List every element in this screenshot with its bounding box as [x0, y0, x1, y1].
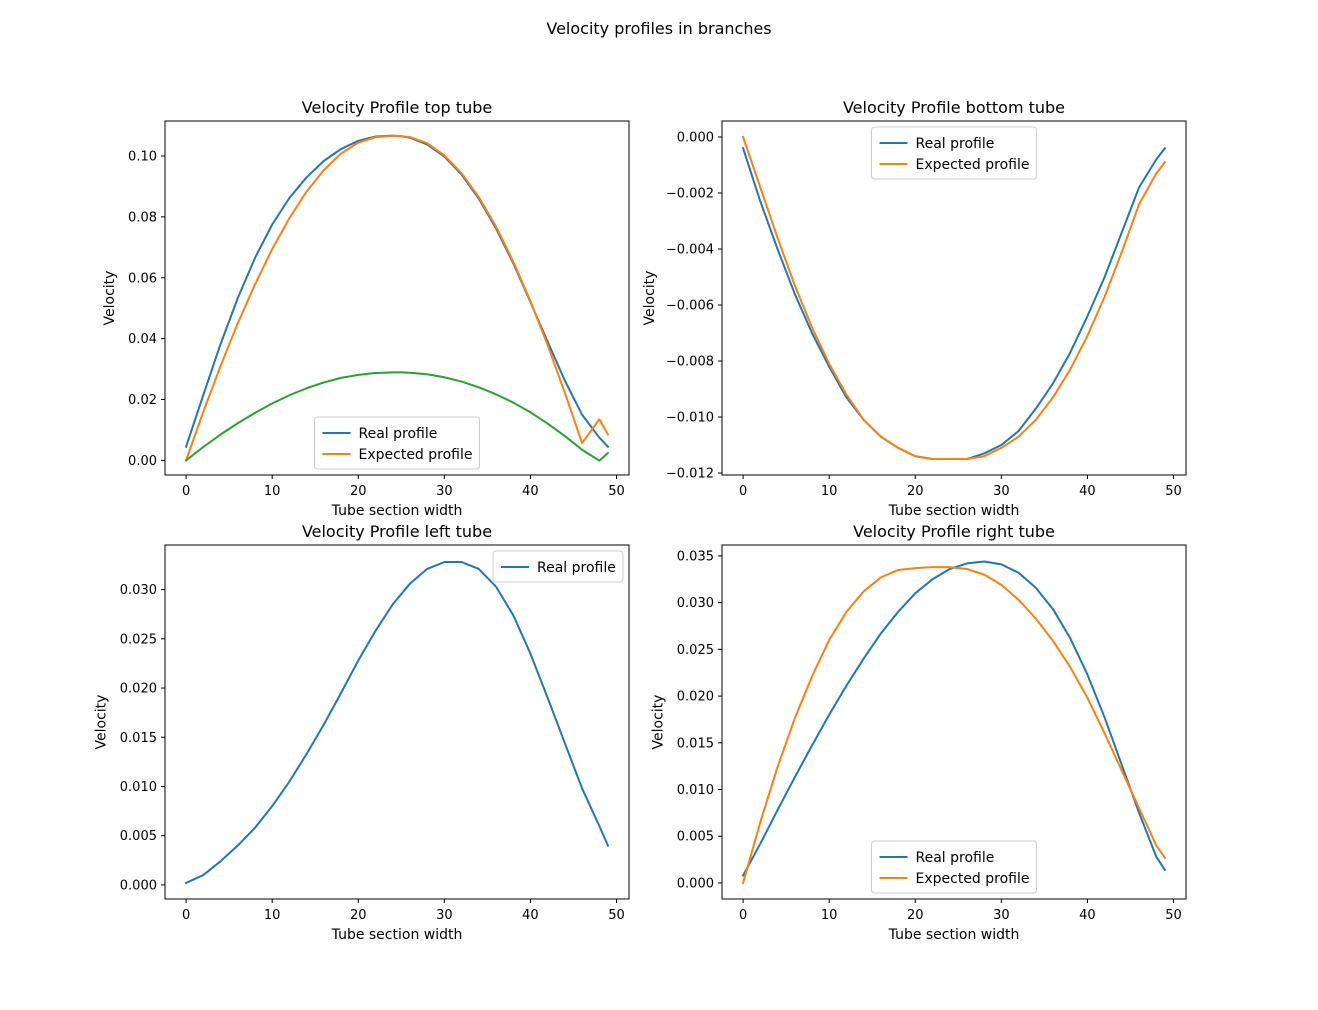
y-tick-label: 0.10 — [128, 150, 157, 165]
x-axis-label: Tube section width — [888, 503, 1020, 519]
legend-label: Expected profile — [359, 447, 473, 463]
x-tick-label: 40 — [522, 908, 539, 923]
x-tick-label: 30 — [993, 908, 1010, 923]
x-tick-label: 40 — [1079, 484, 1096, 499]
x-tick-label: 40 — [1079, 908, 1096, 923]
x-tick-label: 40 — [522, 484, 539, 499]
x-tick-label: 10 — [264, 908, 281, 923]
x-tick-label: 20 — [350, 908, 367, 923]
legend-label: Real profile — [537, 560, 616, 576]
y-tick-label: −0.002 — [666, 186, 714, 201]
series-line-2 — [741, 135, 1167, 461]
x-axis-label: Tube section width — [331, 927, 463, 943]
y-tick-label: 0.000 — [120, 878, 157, 893]
x-tick-label: 20 — [350, 484, 367, 499]
legend-box — [492, 550, 624, 583]
y-tick-label: 0.06 — [128, 271, 157, 286]
x-axis-label: Tube section width — [331, 503, 463, 519]
y-tick-label: −0.004 — [666, 242, 714, 257]
x-tick-label: 10 — [821, 908, 838, 923]
y-tick-label: 0.020 — [120, 682, 157, 697]
y-tick-label: 0.02 — [128, 393, 157, 408]
legend-label: Expected profile — [916, 871, 1030, 887]
y-tick-label: 0.000 — [677, 876, 714, 891]
x-tick-label: 50 — [608, 908, 625, 923]
plot-frame — [164, 544, 630, 900]
x-tick-label: 0 — [182, 908, 190, 923]
y-tick-label: −0.006 — [666, 299, 714, 314]
plot-area — [165, 121, 629, 475]
x-tick-label: 50 — [608, 484, 625, 499]
plot-frame — [721, 120, 1187, 476]
subplot-2: Velocity Profile bottom tube 0 10 20 30 40 50 0… — [642, 98, 1187, 519]
y-tick-label: 0.00 — [128, 454, 157, 469]
subplot-title: Velocity Profile top tube — [302, 98, 492, 117]
x-tick-label: 0 — [739, 908, 747, 923]
series-line-1 — [741, 560, 1167, 877]
series-line-2 — [741, 566, 1167, 885]
legend-label: Real profile — [916, 136, 995, 152]
y-tick-label: 0.010 — [677, 783, 714, 798]
legend-label: Expected profile — [916, 157, 1030, 173]
y-tick-label: 0.08 — [128, 210, 157, 225]
x-tick-label: 30 — [993, 484, 1010, 499]
y-tick-label: 0.000 — [677, 130, 714, 145]
legend-box — [871, 126, 1037, 180]
subplot-title: Velocity Profile right tube — [853, 522, 1055, 541]
x-tick-label: 30 — [436, 908, 453, 923]
legend-label: Real profile — [359, 426, 438, 442]
y-tick-label: 0.04 — [128, 332, 157, 347]
subplot-title: Velocity Profile left tube — [302, 522, 492, 541]
plot-frame — [721, 544, 1187, 900]
x-tick-label: 10 — [821, 484, 838, 499]
x-tick-label: 50 — [1165, 908, 1182, 923]
x-tick-label: 30 — [436, 484, 453, 499]
x-tick-label: 10 — [264, 484, 281, 499]
y-tick-label: 0.030 — [677, 596, 714, 611]
legend-label: Real profile — [916, 850, 995, 866]
y-tick-label: −0.012 — [666, 467, 714, 482]
legend-box — [314, 416, 480, 470]
plot-area — [722, 545, 1186, 899]
y-tick-label: 0.005 — [120, 829, 157, 844]
x-tick-label: 20 — [907, 908, 924, 923]
x-tick-label: 50 — [1165, 484, 1182, 499]
y-tick-label: 0.005 — [677, 830, 714, 845]
y-tick-label: 0.035 — [677, 549, 714, 564]
subplot-grid: Velocity Profile top tube 0 10 20 30 40 50 0.00… — [94, 98, 1187, 943]
subplot-title: Velocity Profile bottom tube — [843, 98, 1065, 117]
legend: Real profile Expected profile — [871, 840, 1037, 894]
series-line-3 — [184, 371, 610, 462]
subplot-1: Velocity Profile top tube 0 10 20 30 40 50 0.00… — [102, 98, 630, 519]
series-line-2 — [184, 134, 610, 462]
figure-title: Velocity profiles in branches — [546, 19, 771, 38]
subplot-4: Velocity Profile right tube 0 10 20 30 40 50 0.… — [651, 522, 1187, 943]
y-axis-label: Velocity — [102, 271, 118, 326]
y-tick-label: −0.010 — [666, 411, 714, 426]
y-axis-label: Velocity — [642, 271, 658, 326]
x-tick-label: 0 — [739, 484, 747, 499]
y-tick-label: 0.015 — [677, 736, 714, 751]
y-axis-label: Velocity — [651, 695, 667, 750]
legend: Real profile Expected profile — [871, 126, 1037, 180]
legend: Real profile — [492, 550, 624, 583]
y-tick-label: 0.030 — [120, 583, 157, 598]
y-tick-label: 0.010 — [120, 780, 157, 795]
plot-frame — [164, 120, 630, 476]
y-tick-label: 0.020 — [677, 690, 714, 705]
legend: Real profile Expected profile — [314, 416, 480, 470]
y-axis-label: Velocity — [94, 695, 110, 750]
y-tick-label: 0.015 — [120, 731, 157, 746]
x-axis-label: Tube section width — [888, 927, 1020, 943]
x-tick-label: 20 — [907, 484, 924, 499]
y-tick-label: 0.025 — [120, 632, 157, 647]
y-tick-label: −0.008 — [666, 355, 714, 370]
y-tick-label: 0.025 — [677, 643, 714, 658]
legend-box — [871, 840, 1037, 894]
x-tick-label: 0 — [182, 484, 190, 499]
series-line-1 — [184, 561, 610, 885]
subplot-3: Velocity Profile left tube 0 10 20 30 40 50 0.0… — [94, 522, 630, 943]
